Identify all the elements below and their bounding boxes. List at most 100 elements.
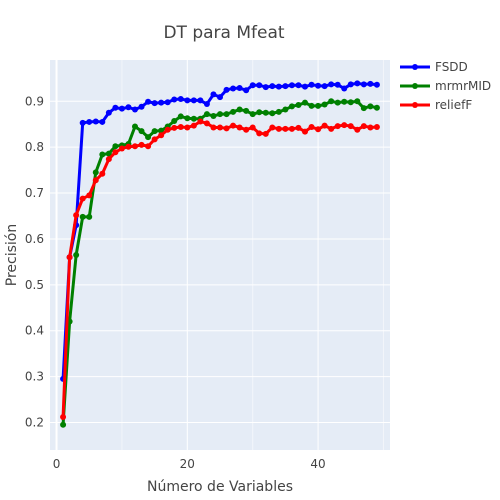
data-point-fsdd[interactable]: [92, 118, 99, 125]
data-point-fsdd[interactable]: [190, 97, 197, 104]
data-point-mrmrmid[interactable]: [288, 103, 295, 110]
data-point-relieff[interactable]: [112, 149, 119, 156]
data-point-relieff[interactable]: [164, 126, 171, 133]
data-point-mrmrmid[interactable]: [315, 102, 322, 109]
legend-item-relieff[interactable]: reliefF: [400, 98, 472, 112]
data-point-mrmrmid[interactable]: [275, 108, 282, 115]
data-point-relieff[interactable]: [145, 143, 152, 150]
data-point-fsdd[interactable]: [230, 85, 237, 92]
data-point-fsdd[interactable]: [367, 80, 374, 87]
data-point-mrmrmid[interactable]: [262, 109, 269, 116]
data-point-fsdd[interactable]: [262, 84, 269, 91]
data-point-relieff[interactable]: [236, 124, 243, 131]
data-point-relieff[interactable]: [138, 141, 145, 148]
data-point-relieff[interactable]: [86, 192, 93, 199]
data-point-mrmrmid[interactable]: [230, 108, 237, 115]
data-point-fsdd[interactable]: [138, 103, 145, 110]
data-point-fsdd[interactable]: [118, 105, 125, 112]
data-point-fsdd[interactable]: [269, 83, 276, 90]
data-point-mrmrmid[interactable]: [360, 105, 367, 112]
data-point-relieff[interactable]: [118, 145, 125, 152]
data-point-fsdd[interactable]: [308, 81, 315, 88]
data-point-relieff[interactable]: [321, 122, 328, 129]
data-point-fsdd[interactable]: [360, 81, 367, 88]
data-point-relieff[interactable]: [347, 123, 354, 130]
data-point-mrmrmid[interactable]: [302, 99, 308, 106]
data-point-mrmrmid[interactable]: [328, 98, 335, 105]
data-point-relieff[interactable]: [367, 124, 374, 131]
data-point-fsdd[interactable]: [288, 82, 295, 89]
data-point-mrmrmid[interactable]: [151, 128, 158, 135]
data-point-fsdd[interactable]: [86, 118, 93, 125]
data-point-mrmrmid[interactable]: [243, 107, 250, 114]
data-point-mrmrmid[interactable]: [334, 99, 341, 106]
data-point-relieff[interactable]: [315, 126, 322, 133]
data-point-fsdd[interactable]: [197, 97, 204, 104]
data-point-relieff[interactable]: [262, 130, 269, 137]
data-point-relieff[interactable]: [210, 124, 217, 131]
data-point-mrmrmid[interactable]: [203, 111, 210, 118]
data-point-fsdd[interactable]: [79, 119, 86, 126]
data-point-relieff[interactable]: [151, 136, 158, 143]
data-point-relieff[interactable]: [243, 126, 250, 133]
data-point-mrmrmid[interactable]: [210, 112, 217, 119]
data-point-fsdd[interactable]: [282, 83, 289, 90]
data-point-relieff[interactable]: [341, 122, 348, 129]
data-point-fsdd[interactable]: [295, 82, 302, 89]
data-point-mrmrmid[interactable]: [190, 115, 197, 122]
data-point-relieff[interactable]: [373, 123, 380, 130]
data-point-fsdd[interactable]: [249, 82, 256, 89]
data-point-relieff[interactable]: [308, 123, 315, 130]
data-point-mrmrmid[interactable]: [217, 111, 223, 118]
data-point-relieff[interactable]: [282, 125, 289, 132]
data-point-fsdd[interactable]: [217, 94, 223, 101]
data-point-fsdd[interactable]: [145, 98, 152, 105]
data-point-relieff[interactable]: [197, 118, 204, 125]
data-point-relieff[interactable]: [132, 143, 138, 150]
data-point-fsdd[interactable]: [210, 91, 217, 98]
data-point-relieff[interactable]: [203, 120, 210, 127]
data-point-mrmrmid[interactable]: [347, 99, 354, 106]
data-point-relieff[interactable]: [92, 177, 99, 184]
data-point-mrmrmid[interactable]: [269, 110, 276, 117]
data-point-mrmrmid[interactable]: [60, 421, 67, 428]
data-point-relieff[interactable]: [269, 124, 276, 131]
data-point-mrmrmid[interactable]: [171, 118, 178, 125]
data-point-mrmrmid[interactable]: [236, 106, 243, 113]
data-point-relieff[interactable]: [99, 170, 106, 177]
data-point-relieff[interactable]: [360, 123, 367, 130]
data-point-mrmrmid[interactable]: [86, 213, 93, 220]
data-point-fsdd[interactable]: [151, 100, 158, 107]
data-point-relieff[interactable]: [105, 156, 112, 163]
data-point-mrmrmid[interactable]: [367, 103, 374, 110]
data-point-relieff[interactable]: [275, 125, 282, 132]
data-point-relieff[interactable]: [288, 125, 295, 132]
data-point-relieff[interactable]: [190, 122, 197, 129]
data-point-relieff[interactable]: [177, 123, 184, 130]
data-point-fsdd[interactable]: [99, 118, 106, 125]
data-point-relieff[interactable]: [249, 124, 256, 131]
data-point-relieff[interactable]: [354, 126, 361, 133]
data-point-mrmrmid[interactable]: [249, 111, 256, 118]
data-point-relieff[interactable]: [295, 124, 302, 131]
data-point-relieff[interactable]: [334, 123, 341, 130]
data-point-relieff[interactable]: [256, 130, 263, 137]
data-point-fsdd[interactable]: [302, 83, 308, 90]
data-point-fsdd[interactable]: [334, 81, 341, 88]
data-point-mrmrmid[interactable]: [138, 128, 145, 135]
data-point-fsdd[interactable]: [158, 99, 165, 106]
legend-item-fsdd[interactable]: FSDD: [400, 60, 468, 74]
legend-item-mrmrmid[interactable]: mrmrMID: [400, 79, 491, 93]
data-point-relieff[interactable]: [184, 124, 191, 131]
data-point-relieff[interactable]: [60, 413, 67, 420]
data-point-fsdd[interactable]: [373, 81, 380, 88]
data-point-mrmrmid[interactable]: [373, 104, 380, 111]
data-point-mrmrmid[interactable]: [223, 111, 230, 118]
data-point-relieff[interactable]: [125, 143, 132, 150]
data-point-fsdd[interactable]: [328, 81, 335, 88]
data-point-mrmrmid[interactable]: [99, 151, 106, 158]
data-point-fsdd[interactable]: [236, 84, 243, 91]
data-point-relieff[interactable]: [66, 254, 73, 261]
data-point-fsdd[interactable]: [223, 86, 230, 93]
data-point-relieff[interactable]: [302, 128, 308, 135]
